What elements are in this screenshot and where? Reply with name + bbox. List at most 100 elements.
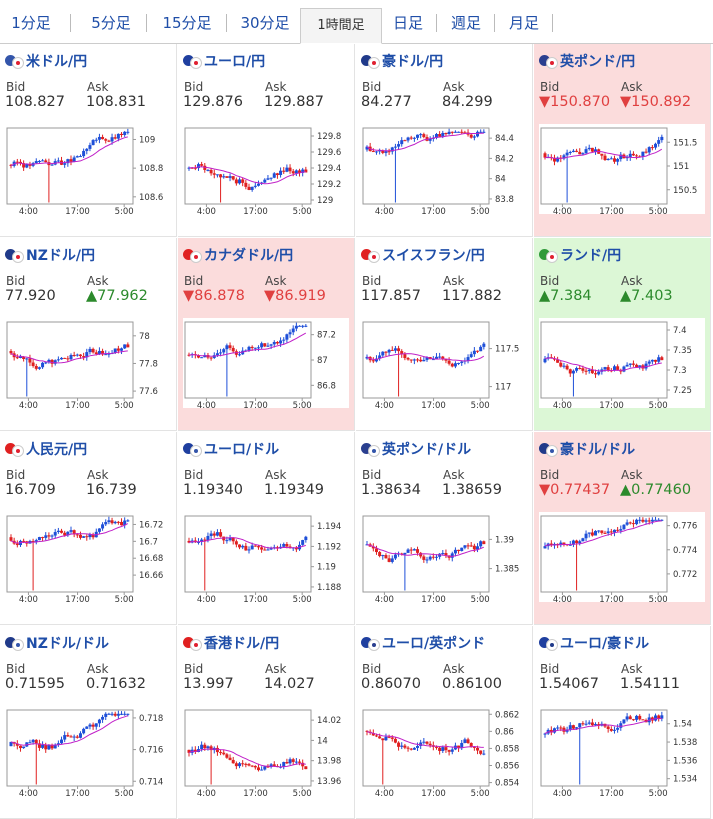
currency-cell[interactable]: 豪ドル/ドル Bid Ask ▼0.77437 ▲0.77460 0.776 0.774 0.…: [534, 432, 711, 625]
candle-body: [403, 745, 407, 748]
pair-title[interactable]: ユーロ/豪ドル: [539, 632, 649, 654]
candle-body: [422, 134, 426, 138]
ask-label: Ask: [621, 468, 643, 482]
candle-body: [450, 363, 454, 367]
candle-body: [381, 351, 385, 356]
mini-chart[interactable]: 78 77.8 77.6 4:00 17:00 5:00: [5, 318, 171, 408]
candle-body: [654, 715, 658, 721]
currency-cell[interactable]: ユーロ/円 Bid Ask 129.876 129.887 129.8 129.6 129.4…: [178, 44, 355, 237]
currency-cell[interactable]: ユーロ/英ポンド Bid Ask 0.86070 0.86100 0.862 0.86 0.8…: [356, 626, 533, 819]
mini-chart[interactable]: 87.2 87 86.8 4:00 17:00 5:00: [183, 318, 349, 408]
candle-body: [60, 357, 64, 360]
mini-chart[interactable]: 117.5 117 4:00 17:00 5:00: [361, 318, 527, 408]
candle-body: [384, 736, 388, 741]
pair-title[interactable]: NZドル/円: [5, 244, 95, 266]
candle-body: [657, 140, 661, 144]
pair-title[interactable]: 英ポンド/円: [539, 50, 635, 72]
mini-chart[interactable]: 84.4 84.2 84 83.8 4:00 17:00 5:00: [361, 124, 527, 214]
candle-body: [41, 537, 45, 539]
candle-body: [590, 147, 594, 152]
tab-15min[interactable]: 15分足: [162, 14, 212, 32]
tab-1min[interactable]: 1分足: [11, 14, 51, 32]
mini-chart[interactable]: 109 108.8 108.6 4:00 17:00 5:00: [5, 124, 171, 214]
tab-weekly[interactable]: 週足: [450, 14, 481, 32]
candlestick-chart: 109 108.8 108.6 4:00 17:00 5:00: [6, 127, 163, 214]
pair-title[interactable]: カナダドル/円: [183, 244, 293, 266]
candle-body: [31, 540, 35, 542]
y-tick-label: 0.86: [495, 727, 514, 737]
tab-30min[interactable]: 30分足: [240, 14, 290, 32]
bid-label: Bid: [6, 662, 26, 676]
candle-body: [622, 524, 626, 530]
candle-body: [225, 754, 229, 758]
mini-chart[interactable]: 129.8 129.6 129.4 129.2 129 4:00 17:00 5:00: [183, 124, 349, 214]
candle-body: [253, 765, 257, 768]
mini-chart[interactable]: 7.4 7.35 7.3 7.25 4:00 17:00 5:00: [539, 318, 705, 408]
currency-cell[interactable]: 香港ドル/円 Bid Ask 13.997 14.027 14.02 14 13.98 13.9…: [178, 626, 355, 819]
currency-cell[interactable]: カナダドル/円 Bid Ask ▼86.878 ▼86.919 87.2 87 86.8 4:0…: [178, 238, 355, 431]
candle-body: [85, 536, 89, 538]
pair-title[interactable]: スイスフラン/円: [361, 244, 485, 266]
pair-title[interactable]: 香港ドル/円: [183, 632, 279, 654]
candle-body: [107, 713, 111, 715]
mini-chart[interactable]: 1.39 1.385 4:00 17:00 5:00: [361, 512, 527, 602]
candle-body: [463, 132, 467, 134]
ask-value: 1.54111: [620, 676, 680, 692]
currency-cell[interactable]: スイスフラン/円 Bid Ask 117.857 117.882 117.5 117 4:00…: [356, 238, 533, 431]
pair-title[interactable]: 英ポンド/ドル: [361, 438, 471, 460]
candle-body: [441, 132, 445, 137]
pair-title[interactable]: 米ドル/円: [5, 50, 87, 72]
tab-1hour[interactable]: 1時間足: [300, 8, 382, 44]
mini-chart[interactable]: 0.776 0.774 0.772 4:00 17:00 5:00: [539, 512, 705, 602]
tab-monthly[interactable]: 月足: [508, 14, 539, 32]
candle-body: [101, 524, 105, 529]
currency-cell[interactable]: 英ポンド/ドル Bid Ask 1.38634 1.38659 1.39 1.385 4:00…: [356, 432, 533, 625]
currency-cell[interactable]: ユーロ/豪ドル Bid Ask 1.54067 1.54111 1.54 1.538 1.53…: [534, 626, 711, 819]
pair-title[interactable]: ユーロ/英ポンド: [361, 632, 485, 654]
currency-cell[interactable]: ユーロ/ドル Bid Ask 1.19340 1.19349 1.194 1.192 1.19…: [178, 432, 355, 625]
pair-title[interactable]: ユーロ/円: [183, 50, 265, 72]
tab-5min[interactable]: 5分足: [91, 14, 131, 32]
currency-cell[interactable]: ランド/円 Bid Ask ▲7.384 ▲7.403 7.4 7.35 7.3 7.25 4:0…: [534, 238, 711, 431]
currency-cell[interactable]: NZドル/円 Bid Ask 77.920 ▲77.962 78 77.8 77.6 4:00 1…: [0, 238, 177, 431]
pair-title[interactable]: ランド/円: [539, 244, 621, 266]
mini-chart[interactable]: 0.718 0.716 0.714 4:00 17:00 5:00: [5, 706, 171, 796]
currency-cell[interactable]: 豪ドル/円 Bid Ask 84.277 84.299 84.4 84.2 84 83.8 4:0…: [356, 44, 533, 237]
candle-body: [34, 739, 38, 744]
currency-cell[interactable]: NZドル/ドル Bid Ask 0.71595 0.71632 0.718 0.716 0.7…: [0, 626, 177, 819]
candle-body: [116, 521, 120, 523]
candle-body: [272, 173, 276, 178]
currency-cell[interactable]: 英ポンド/円 Bid Ask ▼150.870 ▼150.892 151.5 151 150.…: [534, 44, 711, 237]
candle-body: [203, 165, 207, 170]
candle-body: [113, 137, 117, 139]
candle-body: [272, 764, 276, 767]
pair-title[interactable]: 豪ドル/円: [361, 50, 443, 72]
candle-body: [31, 362, 35, 366]
mini-chart[interactable]: 14.02 14 13.98 13.96 4:00 17:00 5:00: [183, 706, 349, 796]
y-tick-label: 14.02: [317, 716, 341, 726]
candle-body: [279, 340, 283, 344]
mini-chart[interactable]: 151.5 151 150.5 4:00 17:00 5:00: [539, 124, 705, 214]
candle-body: [196, 355, 200, 358]
bid-label: Bid: [362, 80, 382, 94]
flag-icon: [183, 54, 202, 69]
mini-chart[interactable]: 1.54 1.538 1.536 1.534 4:00 17:00 5:00: [539, 706, 705, 796]
tab-daily[interactable]: 日足: [392, 14, 423, 32]
candle-body: [657, 715, 661, 719]
candle-body: [225, 176, 229, 178]
currency-cell[interactable]: 人民元/円 Bid Ask 16.709 16.739 16.72 16.7 16.68 16.…: [0, 432, 177, 625]
bid-value: ▲7.384: [539, 288, 592, 304]
x-tick-label: 5:00: [293, 595, 312, 602]
mini-chart[interactable]: 0.862 0.86 0.858 0.856 0.854 4:00 17:00 5:00: [361, 706, 527, 796]
currency-cell[interactable]: 米ドル/円 Bid Ask 108.827 108.831 109 108.8 108.6 4:…: [0, 44, 177, 237]
pair-title[interactable]: NZドル/ドル: [5, 632, 109, 654]
pair-title[interactable]: 豪ドル/ドル: [539, 438, 635, 460]
x-tick-label: 17:00: [421, 595, 446, 602]
candle-body: [393, 554, 397, 559]
mini-chart[interactable]: 16.72 16.7 16.68 16.66 4:00 17:00 5:00: [5, 512, 171, 602]
mini-chart[interactable]: 1.194 1.192 1.19 1.188 4:00 17:00 5:00: [183, 512, 349, 602]
pair-title[interactable]: 人民元/円: [5, 438, 87, 460]
ask-label: Ask: [265, 80, 287, 94]
pair-title[interactable]: ユーロ/ドル: [183, 438, 279, 460]
candle-body: [244, 545, 248, 551]
